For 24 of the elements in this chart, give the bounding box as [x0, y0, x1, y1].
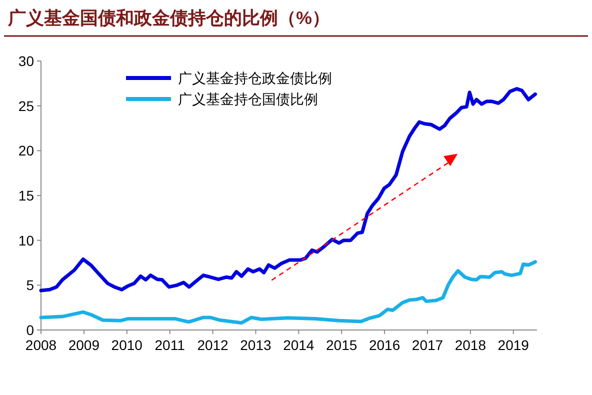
- x-tick-label: 2014: [283, 337, 314, 353]
- y-tick-label: 10: [18, 232, 34, 248]
- chart-title: 广义基金国债和政金债持仓的比例（%）: [7, 8, 330, 28]
- y-tick-label: 20: [18, 142, 34, 159]
- x-tick-label: 2011: [154, 337, 186, 353]
- x-tick-label: 2009: [68, 337, 100, 353]
- x-tick-label: 2008: [25, 337, 57, 353]
- x-tick-label: 2015: [326, 337, 358, 353]
- line-series: [39, 87, 538, 292]
- legend-label: 广义基金持仓国债比例: [178, 92, 318, 108]
- y-tick-label: 0: [26, 322, 34, 338]
- x-tick-label: 2010: [111, 337, 143, 353]
- y-tick-label: 30: [18, 53, 34, 69]
- y-tick-label: 25: [18, 98, 34, 114]
- line-series: [39, 260, 538, 325]
- legend-label: 广义基金持仓政金债比例: [178, 71, 332, 87]
- x-tick-label: 2013: [240, 337, 272, 353]
- y-tick-label: 15: [18, 188, 34, 204]
- x-tick-label: 2012: [197, 337, 229, 353]
- x-tick-label: 2018: [454, 337, 486, 353]
- x-tick-label: 2016: [368, 337, 400, 353]
- y-tick-label: 5: [26, 277, 34, 294]
- x-tick-label: 2019: [498, 337, 530, 353]
- x-tick-label: 2017: [412, 337, 444, 353]
